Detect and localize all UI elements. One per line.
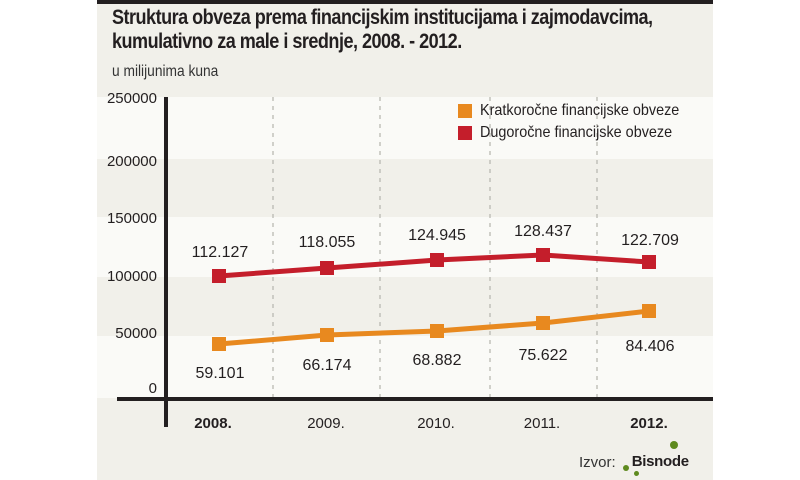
value-label: 84.406 bbox=[626, 338, 675, 355]
series-kratkorocne bbox=[212, 304, 656, 351]
y-tick: 200000 bbox=[107, 153, 157, 170]
title-line-2: kumulativno za male i srednje, 2008. - 2… bbox=[112, 30, 462, 53]
series-dugorocne bbox=[212, 248, 656, 283]
x-tick-2012: 2012. bbox=[630, 415, 668, 432]
data-point bbox=[536, 316, 550, 330]
legend-label: Kratkoročne financijske obveze bbox=[480, 102, 680, 119]
value-labels-dugorocne: 112.127 118.055 124.945 128.437 122.709 bbox=[192, 223, 679, 261]
legend-item-kratkorocne: Kratkoročne financijske obveze bbox=[458, 100, 701, 122]
plot-bands bbox=[97, 97, 713, 398]
value-label: 122.709 bbox=[621, 232, 679, 249]
chart-title: Struktura obveza prema financijskim inst… bbox=[112, 6, 653, 54]
data-point bbox=[642, 255, 656, 269]
value-label: 68.882 bbox=[413, 352, 462, 369]
chart-subtitle: u milijunima kuna bbox=[112, 63, 219, 80]
data-point bbox=[212, 337, 226, 351]
value-labels-kratkorocne: 59.101 66.174 68.882 75.622 84.406 bbox=[196, 338, 675, 382]
y-tick: 100000 bbox=[107, 268, 157, 285]
data-point bbox=[320, 261, 334, 275]
logo-dot-icon bbox=[669, 441, 678, 449]
data-point bbox=[642, 304, 656, 318]
value-label: 59.101 bbox=[196, 365, 245, 382]
source-credit: Izvor: Bisnode bbox=[579, 441, 712, 477]
value-label: 128.437 bbox=[514, 223, 572, 240]
value-label: 75.622 bbox=[519, 347, 568, 364]
value-label: 112.127 bbox=[192, 244, 249, 261]
x-tick-2010: 2010. bbox=[417, 415, 455, 432]
value-label: 66.174 bbox=[303, 357, 352, 374]
orange-square-icon bbox=[458, 104, 472, 118]
logo-dot-icon bbox=[633, 471, 639, 476]
bisnode-logo: Bisnode bbox=[622, 441, 712, 477]
y-tick: 150000 bbox=[107, 210, 157, 227]
logo-dot-icon bbox=[622, 465, 629, 471]
source-label: Izvor: bbox=[579, 453, 616, 471]
data-point bbox=[430, 253, 444, 267]
y-tick-labels: 250000 200000 150000 100000 50000 0 bbox=[107, 90, 157, 397]
legend-item-dugorocne: Dugoročne financijske obveze bbox=[458, 122, 701, 144]
y-tick: 50000 bbox=[115, 325, 157, 342]
data-point bbox=[212, 269, 226, 283]
x-tick-labels: 2008. 2009. 2010. 2011. 2012. bbox=[194, 415, 668, 432]
logo-text: Bisnode bbox=[631, 453, 689, 470]
value-label: 124.945 bbox=[408, 227, 466, 244]
red-square-icon bbox=[458, 126, 472, 140]
legend-label: Dugoročne financijske obveze bbox=[480, 124, 673, 141]
chart-legend: Kratkoročne financijske obveze Dugoročne… bbox=[458, 100, 701, 144]
top-rule bbox=[97, 0, 713, 4]
x-tick-2011: 2011. bbox=[524, 415, 560, 432]
x-tick-2008: 2008. bbox=[194, 415, 232, 432]
title-line-1: Struktura obveza prema financijskim inst… bbox=[112, 6, 653, 29]
y-tick: 0 bbox=[149, 380, 157, 397]
data-point bbox=[536, 248, 550, 262]
data-point bbox=[320, 328, 334, 342]
x-tick-2009: 2009. bbox=[307, 415, 345, 432]
data-point bbox=[430, 324, 444, 338]
y-tick: 250000 bbox=[107, 90, 157, 107]
value-label: 118.055 bbox=[299, 234, 356, 251]
